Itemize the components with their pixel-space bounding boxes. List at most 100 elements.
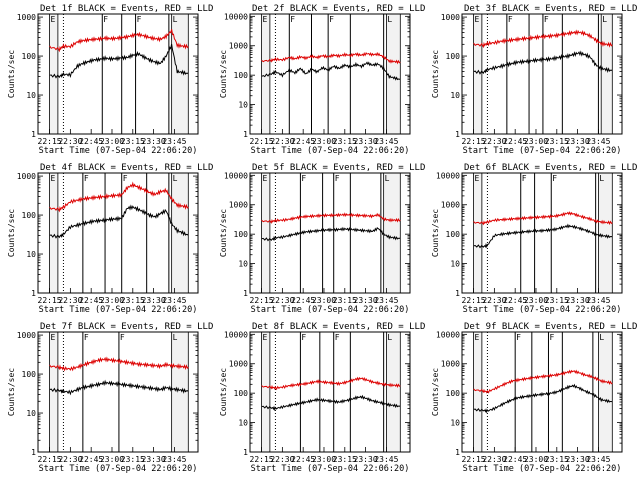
x-tick-label: 23:30 (354, 296, 378, 305)
x-tick-label: 22:15 (462, 296, 486, 305)
x-tick-label: 23:15 (333, 296, 357, 305)
series-line-events (49, 379, 189, 396)
y-tick-label: 10 (26, 91, 36, 100)
marker-letter: F (301, 174, 306, 183)
x-tick-label: 23:45 (586, 455, 610, 464)
series-line-events (261, 226, 401, 242)
series-line-lld (473, 29, 613, 49)
x-tick-label: 23:15 (545, 137, 569, 146)
panel-det-8f: E F F L11010010001000022:1522:3022:4523:002… (219, 322, 425, 474)
shaded-interval (261, 331, 271, 453)
marker-letter: F (290, 15, 295, 24)
x-tick-label: 23:00 (524, 455, 548, 464)
x-tick-label: 23:30 (142, 137, 166, 146)
x-tick-label: 23:00 (524, 296, 548, 305)
x-tick-label: 22:45 (291, 296, 315, 305)
plot-frame (461, 172, 623, 294)
x-tick-label: 23:00 (312, 296, 336, 305)
panel-det-5f: E F F L11010010001000022:1522:3022:4523:002… (219, 163, 425, 315)
marker-letter: E (263, 15, 268, 24)
marker-letter: E (263, 174, 268, 183)
x-tick-label: 22:45 (291, 455, 315, 464)
y-tick-label: 100 (234, 230, 249, 239)
marker-letter: F (84, 333, 89, 342)
y-axis-label: Counts/sec (431, 50, 440, 98)
x-tick-label: 23:30 (566, 455, 590, 464)
panel-det-1f: E F F L110100100022:1522:3022:4523:0023:152… (7, 4, 213, 156)
y-tick-label: 10000 (436, 171, 460, 180)
marker-letter: E (51, 15, 56, 24)
panel-det-3f: E F F L110100100022:1522:3022:4523:0023:152… (431, 4, 637, 156)
series-line-lld (261, 212, 401, 224)
series-line-events (261, 394, 401, 412)
x-tick-label: 22:15 (38, 137, 62, 146)
marker-letter: L (387, 15, 392, 24)
marker-letter: F (103, 15, 108, 24)
marker-letter: E (263, 333, 268, 342)
x-tick-label: 22:15 (250, 455, 274, 464)
panel-title: Det 4f BLACK = Events, RED = LLD (40, 163, 213, 173)
marker-letter: F (335, 174, 340, 183)
x-tick-label: 23:15 (545, 296, 569, 305)
series-line-events (49, 43, 189, 79)
y-tick-label: 10 (26, 409, 36, 418)
y-tick-label: 10 (26, 250, 36, 259)
series-line-events (473, 383, 613, 414)
y-tick-label: 10000 (224, 12, 248, 21)
x-tick-label: 22:30 (270, 137, 294, 146)
marker-letter: E (51, 333, 56, 342)
shaded-interval (598, 331, 613, 453)
x-tick-label: 23:45 (162, 137, 186, 146)
series-line-lld (261, 51, 401, 65)
x-tick-label: 23:30 (142, 455, 166, 464)
marker-letter: F (549, 333, 554, 342)
series-line-lld (473, 369, 613, 394)
x-tick-label: 23:30 (354, 455, 378, 464)
x-tick-label: 23:45 (162, 455, 186, 464)
series-line-events (49, 204, 189, 239)
series-line-events (473, 223, 613, 249)
x-tick-label: 23:00 (100, 137, 124, 146)
marker-letter: F (508, 15, 513, 24)
y-tick-label: 100 (22, 211, 37, 220)
y-tick-label: 1000 (441, 201, 460, 210)
y-tick-label: 1 (243, 130, 248, 139)
x-tick-label: 22:45 (79, 455, 103, 464)
series-line-lld (49, 356, 189, 372)
y-tick-label: 100 (22, 370, 37, 379)
y-tick-label: 1 (31, 130, 36, 139)
y-tick-label: 100 (446, 52, 461, 61)
marker-letter: L (387, 333, 392, 342)
y-axis-label: Counts/sec (431, 368, 440, 416)
plot-frame (249, 172, 411, 294)
x-axis-label: Start Time (07-Sep-04 22:06:20) (251, 305, 410, 315)
y-tick-label: 1000 (441, 13, 460, 22)
plot-frame (37, 13, 199, 135)
y-axis-label: Counts/sec (219, 368, 228, 416)
plot-frame (461, 13, 623, 135)
x-tick-label: 23:00 (312, 137, 336, 146)
panel-det-6f: E F F L11010010001000022:1522:3022:4523:002… (431, 163, 637, 315)
x-tick-label: 22:45 (79, 137, 103, 146)
x-tick-label: 23:00 (100, 455, 124, 464)
panel-title: Det 9f BLACK = Events, RED = LLD (464, 322, 637, 332)
marker-letter: L (173, 333, 178, 342)
plot-frame (37, 331, 199, 453)
y-tick-label: 10 (450, 91, 460, 100)
y-tick-label: 10 (238, 260, 248, 269)
panel-title: Det 3f BLACK = Events, RED = LLD (464, 4, 637, 14)
marker-letter: F (123, 174, 128, 183)
x-tick-label: 22:30 (58, 296, 82, 305)
y-axis-label: Counts/sec (219, 50, 228, 98)
x-tick-label: 23:00 (524, 137, 548, 146)
panel-det-4f: E F F L110100100022:1522:3022:4523:0023:152… (7, 163, 213, 315)
x-tick-label: 22:30 (482, 296, 506, 305)
y-tick-label: 10000 (224, 171, 248, 180)
x-axis-label: Start Time (07-Sep-04 22:06:20) (39, 464, 198, 474)
shaded-interval (600, 13, 613, 135)
panel-det-2f: E F F L11010010001000022:1522:3022:4523:002… (219, 4, 425, 156)
y-axis-label: Counts/sec (431, 209, 440, 257)
x-tick-label: 22:45 (503, 455, 527, 464)
x-tick-label: 23:30 (566, 296, 590, 305)
